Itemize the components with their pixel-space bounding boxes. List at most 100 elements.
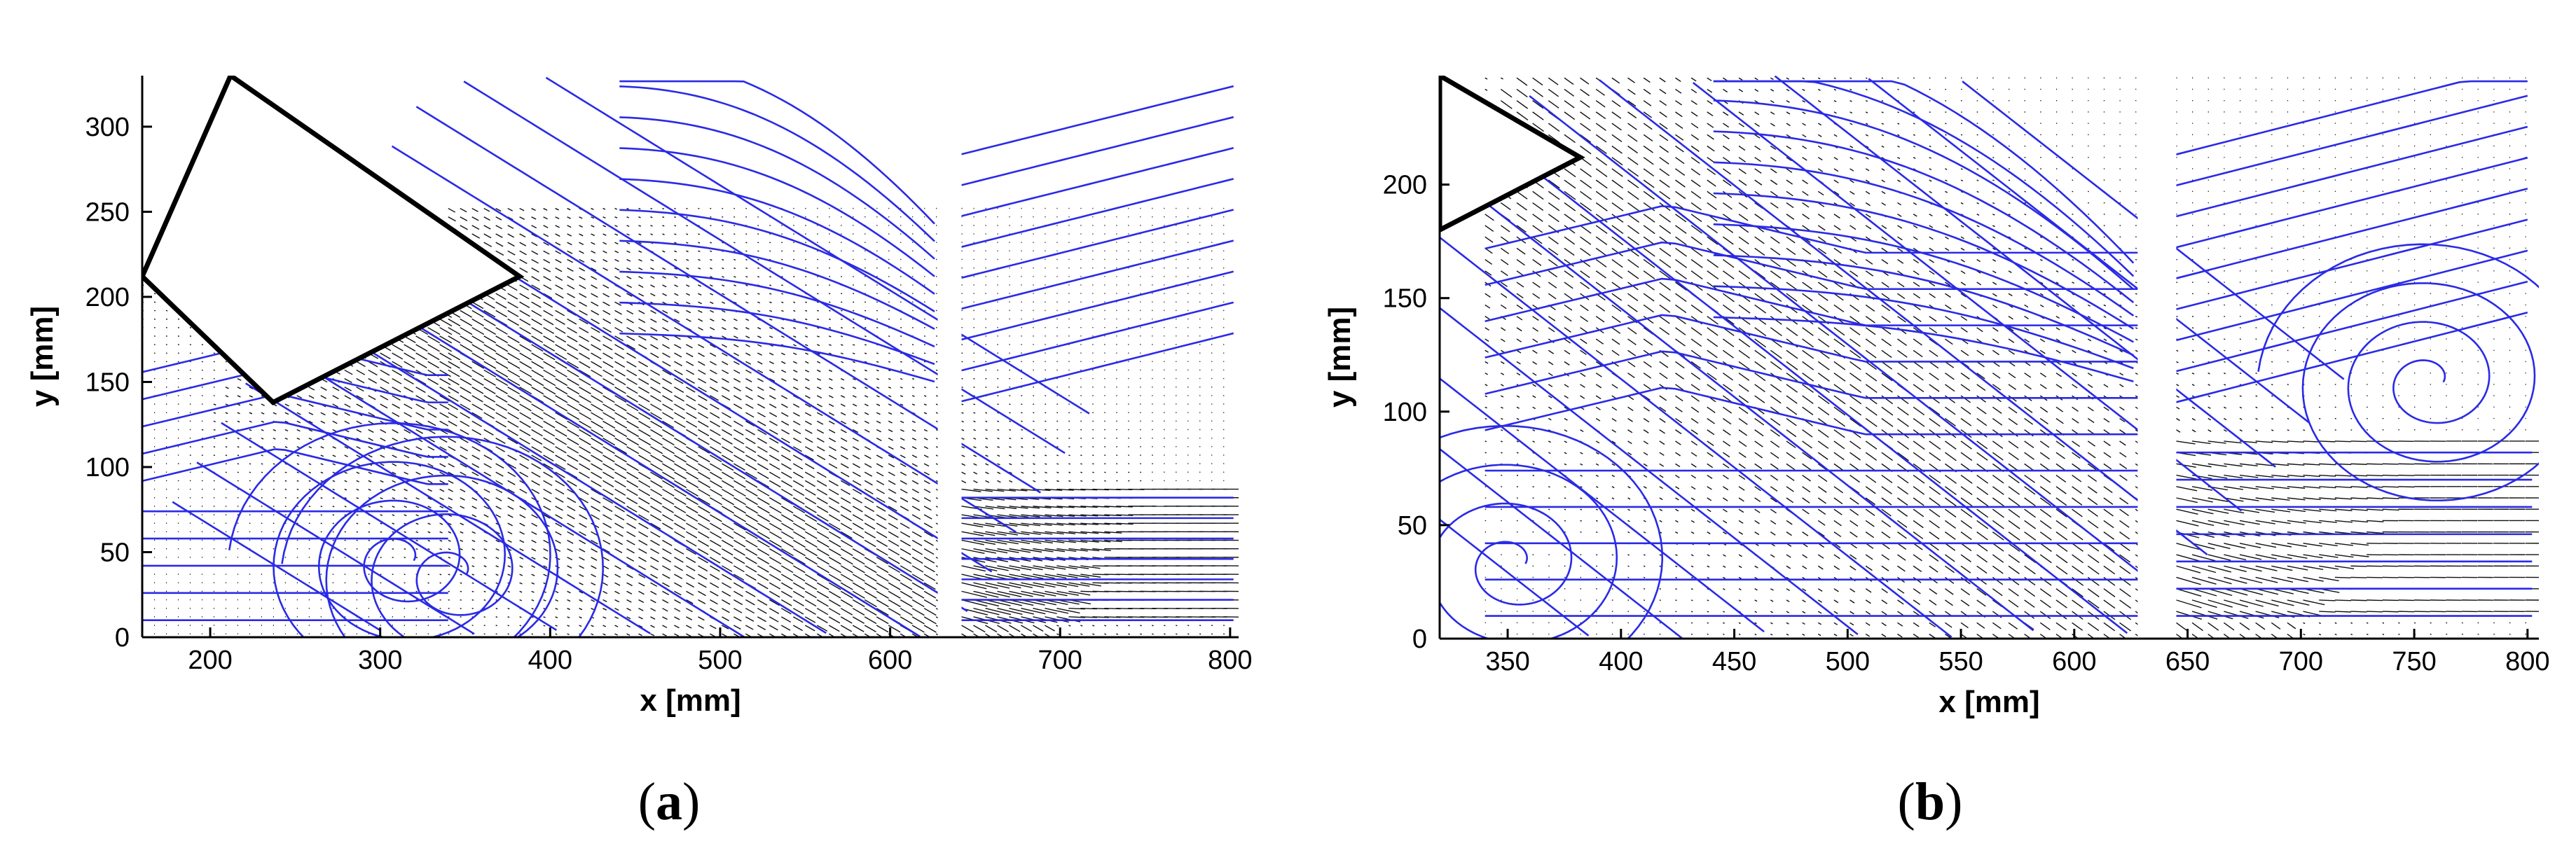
streamline — [619, 85, 935, 242]
streamline — [961, 178, 1234, 248]
streamline — [961, 270, 1234, 341]
streamline — [961, 116, 1234, 186]
streamline — [1440, 377, 1765, 633]
streamline — [1485, 277, 2138, 326]
streamline — [961, 209, 1234, 279]
streamline — [1774, 76, 2276, 468]
streamline — [1494, 139, 2128, 634]
streamline — [2176, 280, 2528, 373]
streamline — [1440, 447, 1683, 639]
x-axis-label: x [mm] — [1938, 685, 2039, 719]
wing-profile — [1440, 76, 1585, 233]
streamline — [415, 106, 1041, 494]
streamline — [961, 147, 1234, 217]
streamline — [1440, 307, 1859, 635]
streamline — [142, 421, 448, 458]
panel-a-caption: (a) — [638, 772, 701, 831]
streamline — [221, 422, 558, 632]
y-tick-label: 0 — [1412, 625, 1427, 654]
streamline — [619, 116, 935, 260]
streamline — [172, 501, 381, 632]
y-tick-label: 250 — [85, 197, 130, 227]
y-axis-label: y [mm] — [1323, 307, 1357, 408]
streamline — [2176, 312, 2528, 403]
streamline — [961, 239, 1234, 310]
streamline — [196, 461, 475, 635]
y-tick-label: 200 — [85, 283, 130, 312]
x-tick-label: 750 — [2392, 647, 2436, 676]
y-tick-label: 50 — [1398, 511, 1427, 541]
streamline — [1485, 241, 2138, 291]
streamline — [545, 76, 1090, 415]
window-gap — [937, 76, 962, 637]
streamline — [1485, 314, 2138, 363]
x-tick-label: 800 — [2505, 647, 2549, 676]
streamline — [2176, 249, 2528, 342]
y-tick-label: 150 — [85, 368, 130, 397]
y-axis-label: y [mm] — [25, 306, 60, 407]
x-tick-label: 700 — [2279, 647, 2323, 676]
x-tick-label: 500 — [1826, 647, 1870, 676]
x-tick-label: 400 — [1599, 647, 1643, 676]
streamline — [1713, 316, 2134, 383]
streamline — [1599, 79, 2208, 556]
wing-profile — [142, 76, 525, 405]
x-tick-label: 800 — [1208, 646, 1252, 675]
x-tick-label: 600 — [868, 646, 912, 675]
vortex-streamline — [228, 422, 551, 637]
streamline — [619, 178, 935, 295]
y-tick-label: 100 — [85, 453, 130, 482]
streamline — [1713, 130, 2135, 304]
streamline — [1713, 285, 2134, 370]
streamline — [1713, 254, 2134, 356]
streamline — [2176, 218, 2528, 310]
vortex-streamline — [2257, 243, 2539, 502]
streamline — [619, 239, 935, 331]
y-tick-label: 200 — [1383, 171, 1427, 200]
streamline — [619, 332, 935, 383]
streamline — [619, 301, 935, 366]
y-tick-label: 0 — [115, 623, 130, 653]
window-gap — [2137, 76, 2177, 639]
vector-field — [1485, 77, 2539, 639]
streamline — [619, 80, 935, 225]
streamline — [1485, 387, 2138, 436]
vortex-streamline — [281, 436, 605, 637]
x-tick-label: 400 — [528, 646, 572, 675]
streamline — [1713, 192, 2135, 330]
streamline — [619, 147, 935, 277]
streamline — [142, 448, 448, 485]
streamline — [1485, 205, 2138, 254]
streamline — [2176, 188, 2528, 279]
panel-b-caption: (b) — [1898, 772, 1963, 831]
x-tick-label: 350 — [1485, 647, 1529, 676]
y-tick-label: 300 — [85, 113, 130, 142]
plot-area — [1440, 76, 2539, 639]
streamline — [2176, 95, 2528, 187]
streamline — [2176, 156, 2528, 249]
x-tick-label: 650 — [2165, 647, 2210, 676]
y-tick-label: 50 — [100, 538, 130, 567]
streamline — [961, 301, 1234, 372]
x-axis-label: x [mm] — [640, 683, 741, 718]
y-tick-label: 100 — [1383, 398, 1427, 427]
streamline — [2176, 80, 2528, 155]
x-tick-label: 700 — [1038, 646, 1082, 675]
streamline — [619, 209, 935, 312]
streamline — [1713, 99, 2135, 291]
panel-a-plot: 200 300 400 500 600 700 800 0 50 100 150 200 250 300 x… — [25, 76, 1253, 718]
x-tick-label: 300 — [358, 646, 402, 675]
streamline — [294, 303, 827, 634]
streamline — [1440, 518, 1590, 637]
streamline — [619, 270, 935, 348]
streamline — [244, 382, 651, 634]
y-tick-label: 150 — [1383, 284, 1427, 314]
streamlines — [1440, 76, 2539, 639]
x-tick-label: 450 — [1712, 647, 1756, 676]
x-tick-label: 500 — [698, 646, 742, 675]
plot-area — [142, 76, 1239, 637]
streamline — [961, 85, 1234, 155]
streamline — [1713, 80, 2135, 277]
streamline — [1485, 350, 2138, 399]
